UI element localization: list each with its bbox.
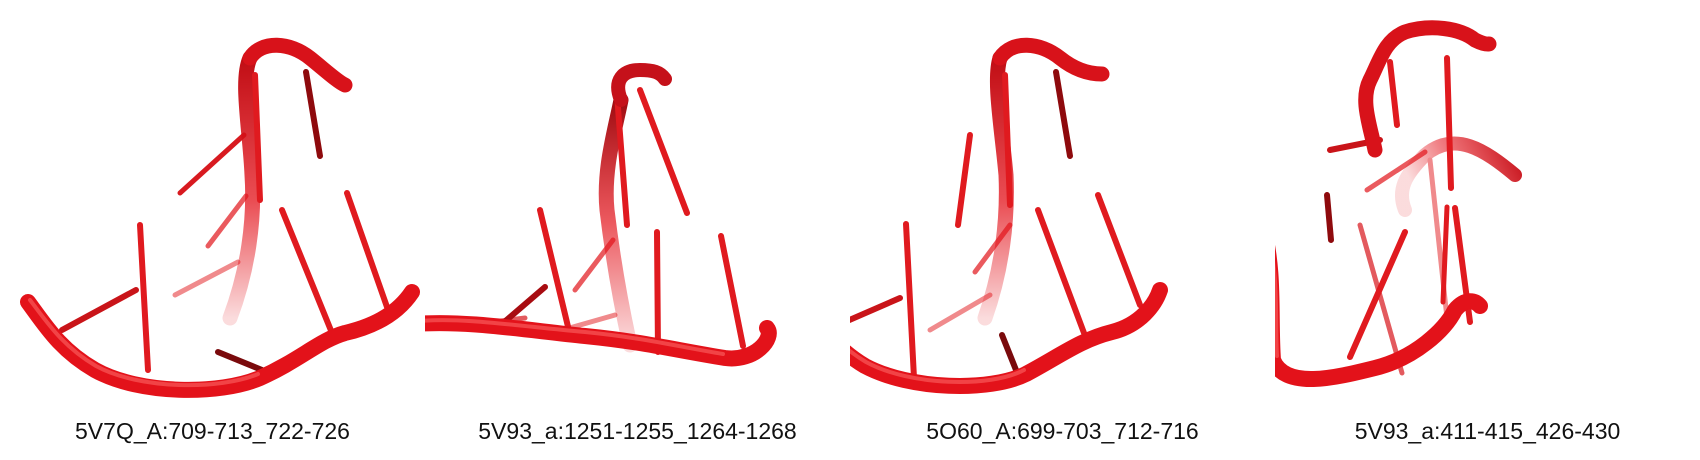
base-rung <box>955 132 973 228</box>
structure-caption: 5V93_a:411-415_426-430 <box>1354 418 1621 444</box>
base-rung <box>172 259 241 298</box>
base-rung <box>927 292 993 333</box>
structure-caption: 5O60_A:699-703_712-716 <box>926 418 1199 444</box>
backbone-strand <box>425 315 777 367</box>
loop-strand <box>242 37 353 93</box>
loop-strand <box>1358 20 1497 158</box>
base-rung <box>1002 72 1013 208</box>
structure-panel-2: 5V93_a:1251-1255_1264-1268 <box>425 0 850 460</box>
loop-strand <box>611 63 672 107</box>
base-rung <box>903 221 917 381</box>
base-rung <box>999 332 1019 373</box>
backbone-highlight <box>1275 260 1279 358</box>
base-rung <box>1324 192 1334 243</box>
rna-structure-3 <box>850 37 1168 394</box>
base-rung <box>654 229 661 355</box>
base-rung <box>279 207 335 336</box>
backbone-highlight <box>28 298 260 388</box>
structure-caption: 5V93_a:1251-1255_1264-1268 <box>478 418 797 444</box>
base-rung <box>1035 207 1087 336</box>
backbone-strand <box>1275 245 1488 387</box>
rna-structure-4 <box>1275 20 1522 387</box>
hairpin-strand <box>598 92 638 353</box>
loop-strand <box>992 37 1110 82</box>
base-rung <box>1347 229 1408 360</box>
hairpin-strand <box>1394 136 1522 217</box>
base-rung <box>252 72 263 203</box>
base-rung <box>1440 204 1450 305</box>
base-rung <box>718 233 746 349</box>
base-rung <box>850 295 903 324</box>
backbone-strand <box>850 282 1168 394</box>
base-rung <box>1053 69 1073 159</box>
structure-panel-3: 5O60_A:699-703_712-716 <box>850 0 1275 460</box>
base-rung <box>215 349 265 373</box>
hairpin-strand <box>222 50 261 326</box>
base-rung <box>537 207 573 338</box>
base-rung <box>1387 59 1400 128</box>
rna-structure-1 <box>20 37 420 398</box>
structure-caption: 5V7Q_A:709-713_722-726 <box>75 418 350 444</box>
rna-structure-2 <box>425 63 777 367</box>
structure-panel-1: 5V7Q_A:709-713_722-726 <box>0 0 425 460</box>
base-rung <box>1444 55 1454 191</box>
structure-panel-4: 5V93_a:411-415_426-430 <box>1275 0 1700 460</box>
base-rung <box>614 92 630 228</box>
base-rung <box>344 190 390 310</box>
backbone-highlight <box>850 348 1026 384</box>
base-rung <box>177 132 247 196</box>
base-rung <box>303 69 323 159</box>
backbone-highlight <box>425 318 725 356</box>
base-rung <box>205 193 249 249</box>
base-rung <box>1095 192 1143 308</box>
backbone-strand <box>20 284 420 398</box>
base-rung <box>1357 222 1405 376</box>
base-rung <box>59 287 139 333</box>
base-rung <box>137 222 151 373</box>
base-rung <box>637 87 690 216</box>
